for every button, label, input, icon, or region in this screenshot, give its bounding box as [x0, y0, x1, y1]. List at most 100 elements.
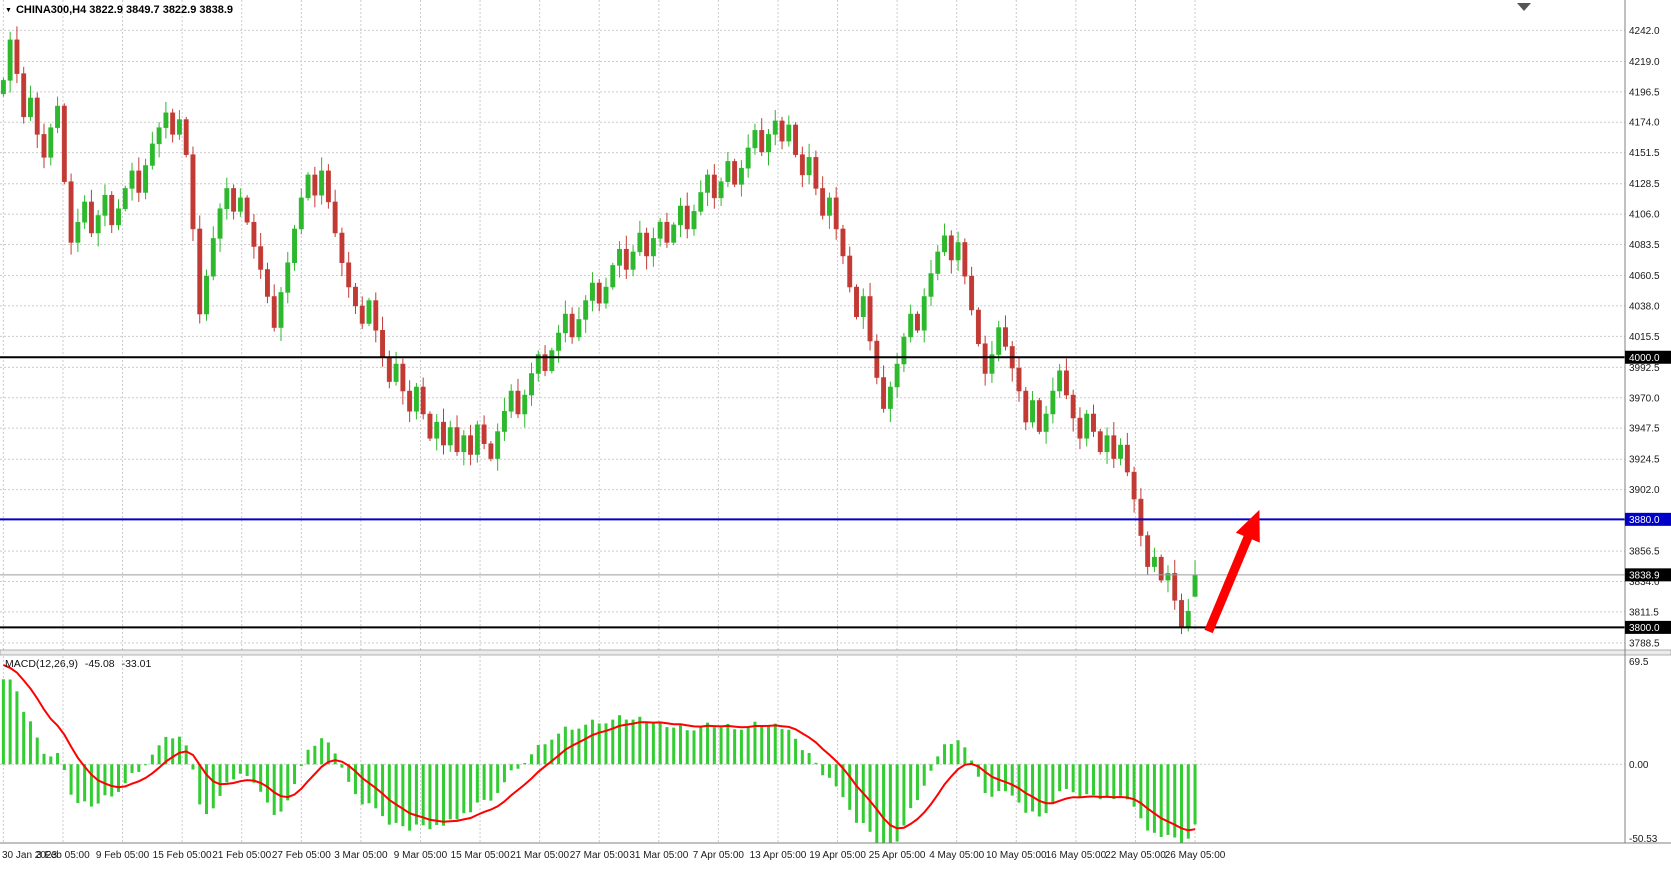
macd-histogram-bar — [96, 764, 100, 804]
candle-body — [752, 130, 758, 149]
candle-body — [1050, 390, 1056, 415]
panel-separator[interactable] — [0, 649, 1671, 656]
candle — [515, 378, 521, 419]
candle-body — [691, 211, 697, 230]
time-axis-label: 15 Mar 05:00 — [451, 850, 510, 861]
macd-histogram-bar — [753, 721, 757, 765]
macd-histogram-bar — [360, 764, 364, 805]
candle — [989, 341, 995, 383]
candle-body — [664, 221, 670, 243]
macd-histogram-bar — [22, 711, 26, 765]
candle-body — [583, 300, 589, 320]
candle-body — [1091, 413, 1096, 432]
price-tick-label: 3811.5 — [1629, 607, 1659, 618]
macd-histogram-bar — [469, 764, 473, 813]
candle-body — [1179, 600, 1184, 628]
macd-histogram-bar — [144, 764, 148, 766]
candle — [1091, 404, 1096, 437]
macd-histogram-bar — [719, 727, 723, 765]
price-axis[interactable]: 4242.0 4219.0 4196.5 4174.0 4151.5 4128.5 4106… — [1629, 26, 1660, 845]
macd-histogram-bar — [1064, 764, 1068, 789]
macd-histogram-bar — [225, 764, 229, 783]
candle — [1118, 438, 1124, 466]
candle — [332, 189, 338, 238]
candle-body — [366, 300, 372, 324]
candle-body — [116, 208, 121, 226]
candle — [413, 382, 419, 420]
candle-body — [921, 296, 927, 331]
macd-histogram-bar — [1044, 764, 1048, 814]
candle-body — [576, 319, 582, 338]
macd-histogram-bar — [794, 738, 798, 765]
macd-histogram-bar — [590, 719, 594, 765]
candle-body — [1036, 400, 1042, 432]
candle — [854, 284, 859, 320]
candle-body — [170, 112, 176, 135]
candle — [1084, 409, 1090, 447]
macd-histogram-bar — [645, 722, 649, 765]
macd-value: -45.08 — [84, 658, 115, 670]
candle — [691, 204, 697, 236]
candle-body — [657, 221, 663, 239]
candle-body — [197, 228, 203, 315]
macd-histogram-bar — [320, 738, 324, 765]
candle — [975, 307, 981, 347]
candle — [887, 381, 893, 423]
candle-body — [156, 127, 162, 145]
macd-histogram-bar — [333, 753, 337, 765]
candle-body — [1070, 394, 1076, 419]
trend-arrow-annotation[interactable] — [1204, 509, 1260, 634]
candle — [244, 195, 250, 225]
macd-histogram-bar — [1193, 764, 1197, 825]
candle-body — [55, 105, 61, 128]
candle-body — [332, 201, 338, 234]
macd-histogram-bar — [313, 745, 317, 765]
candle — [129, 162, 135, 201]
candle — [678, 197, 683, 238]
candle — [434, 413, 440, 451]
price-badge-4000.0: 4000.0 — [1625, 350, 1671, 364]
candle-body — [894, 363, 900, 388]
candle-body — [948, 235, 954, 261]
price-tick-label: 4219.0 — [1629, 57, 1660, 68]
macd-histogram-bar — [1132, 764, 1136, 807]
symbol-ohlc-title: CHINA300,H4 3822.9 3849.7 3822.9 3838.9 — [15, 4, 234, 16]
candle — [623, 235, 629, 279]
candle-body — [556, 332, 562, 351]
macd-histogram-bar — [374, 764, 378, 809]
candle-body — [1057, 370, 1063, 392]
candle — [231, 184, 237, 220]
candle — [420, 377, 426, 420]
macd-histogram-bar — [1166, 764, 1170, 835]
candle — [549, 347, 555, 374]
macd-histogram-bar — [902, 764, 906, 826]
macd-histogram-bar — [530, 754, 534, 765]
candle — [102, 184, 108, 227]
candle — [285, 251, 291, 304]
macd-histogram-bar — [408, 764, 412, 831]
candle-body — [204, 275, 209, 315]
candle-body — [407, 390, 413, 412]
macd-histogram-bar — [272, 764, 276, 815]
time-axis-label: 4 May 05:00 — [929, 850, 984, 861]
candle — [826, 192, 832, 229]
chart-shift-marker[interactable] — [1517, 3, 1531, 11]
macd-histogram-bar — [441, 764, 445, 826]
macd-histogram-bar — [726, 723, 730, 765]
macd-histogram-bar — [638, 716, 642, 765]
macd-histogram-bar — [83, 764, 87, 802]
candle — [441, 408, 446, 455]
candle — [258, 233, 264, 279]
candle — [942, 223, 947, 256]
candle — [41, 123, 47, 169]
time-axis-label: 21 Feb 05:00 — [212, 850, 271, 861]
candle — [881, 365, 887, 413]
candle — [68, 173, 74, 255]
arrow-shaft — [1204, 532, 1254, 634]
candle — [359, 296, 365, 329]
candle-body — [671, 224, 677, 243]
candle — [962, 238, 968, 285]
candle-body — [1016, 367, 1022, 392]
